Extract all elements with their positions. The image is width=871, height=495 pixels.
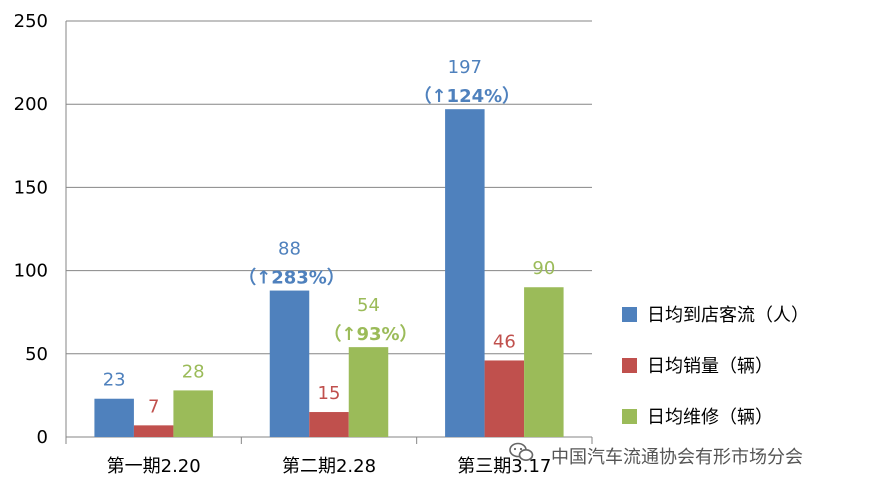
legend-entry: 日均到店客流（人） (647, 305, 809, 326)
x-category-label: 第三期3.17 (457, 456, 551, 477)
bar (445, 109, 485, 437)
y-tick-label: 250 (14, 11, 48, 32)
data-label: 88 (278, 239, 301, 260)
data-label: 7 (148, 396, 159, 417)
legend-swatch (622, 409, 637, 424)
data-label: 23 (103, 370, 126, 391)
legend-swatch (622, 307, 637, 322)
y-tick-label: 0 (37, 427, 48, 448)
data-label: 54 (357, 295, 380, 316)
growth-annotation: （↑93%） (323, 324, 417, 345)
legend-entry: 日均销量（辆） (647, 356, 773, 377)
bar (94, 398, 134, 437)
bar (133, 425, 174, 437)
watermark: 中国汽车流通协会有形市场分会 (509, 442, 803, 468)
x-category-label: 第一期2.20 (107, 456, 201, 477)
legend-entry: 日均维修（辆） (647, 407, 773, 428)
bars (94, 109, 564, 437)
watermark-text: 中国汽车流通协会有形市场分会 (551, 447, 803, 468)
y-axis-ticks: 0 50 100 150 200 250 (14, 11, 48, 448)
data-label: 15 (318, 383, 341, 404)
y-tick-label: 200 (14, 94, 48, 115)
legend-swatch (622, 358, 637, 373)
x-axis-categories: 第一期2.20 第二期2.28 第三期3.17 (107, 456, 552, 477)
legend: 日均到店客流（人） 日均销量（辆） 日均维修（辆） (622, 305, 809, 428)
growth-annotation: （↑124%） (413, 86, 520, 107)
gridlines (66, 20, 592, 355)
data-label: 46 (493, 331, 516, 352)
bar (309, 412, 349, 437)
bar (348, 347, 389, 437)
y-tick-label: 150 (14, 177, 48, 198)
data-label: 197 (448, 57, 482, 78)
growth-annotation: （↑283%） (238, 268, 345, 289)
y-tick-label: 50 (25, 344, 48, 365)
data-label: 90 (532, 258, 555, 279)
bar (173, 390, 213, 437)
data-labels: 23 7 28 88 （↑283%） 15 54 （↑93%） 197 （↑124%） 46 90 (103, 57, 556, 417)
bar (484, 360, 525, 437)
data-label: 28 (182, 361, 205, 382)
wechat-icon (509, 442, 534, 461)
bar (269, 290, 310, 437)
x-category-label: 第二期2.28 (282, 456, 376, 477)
bar (524, 287, 564, 437)
y-tick-label: 100 (14, 261, 48, 282)
